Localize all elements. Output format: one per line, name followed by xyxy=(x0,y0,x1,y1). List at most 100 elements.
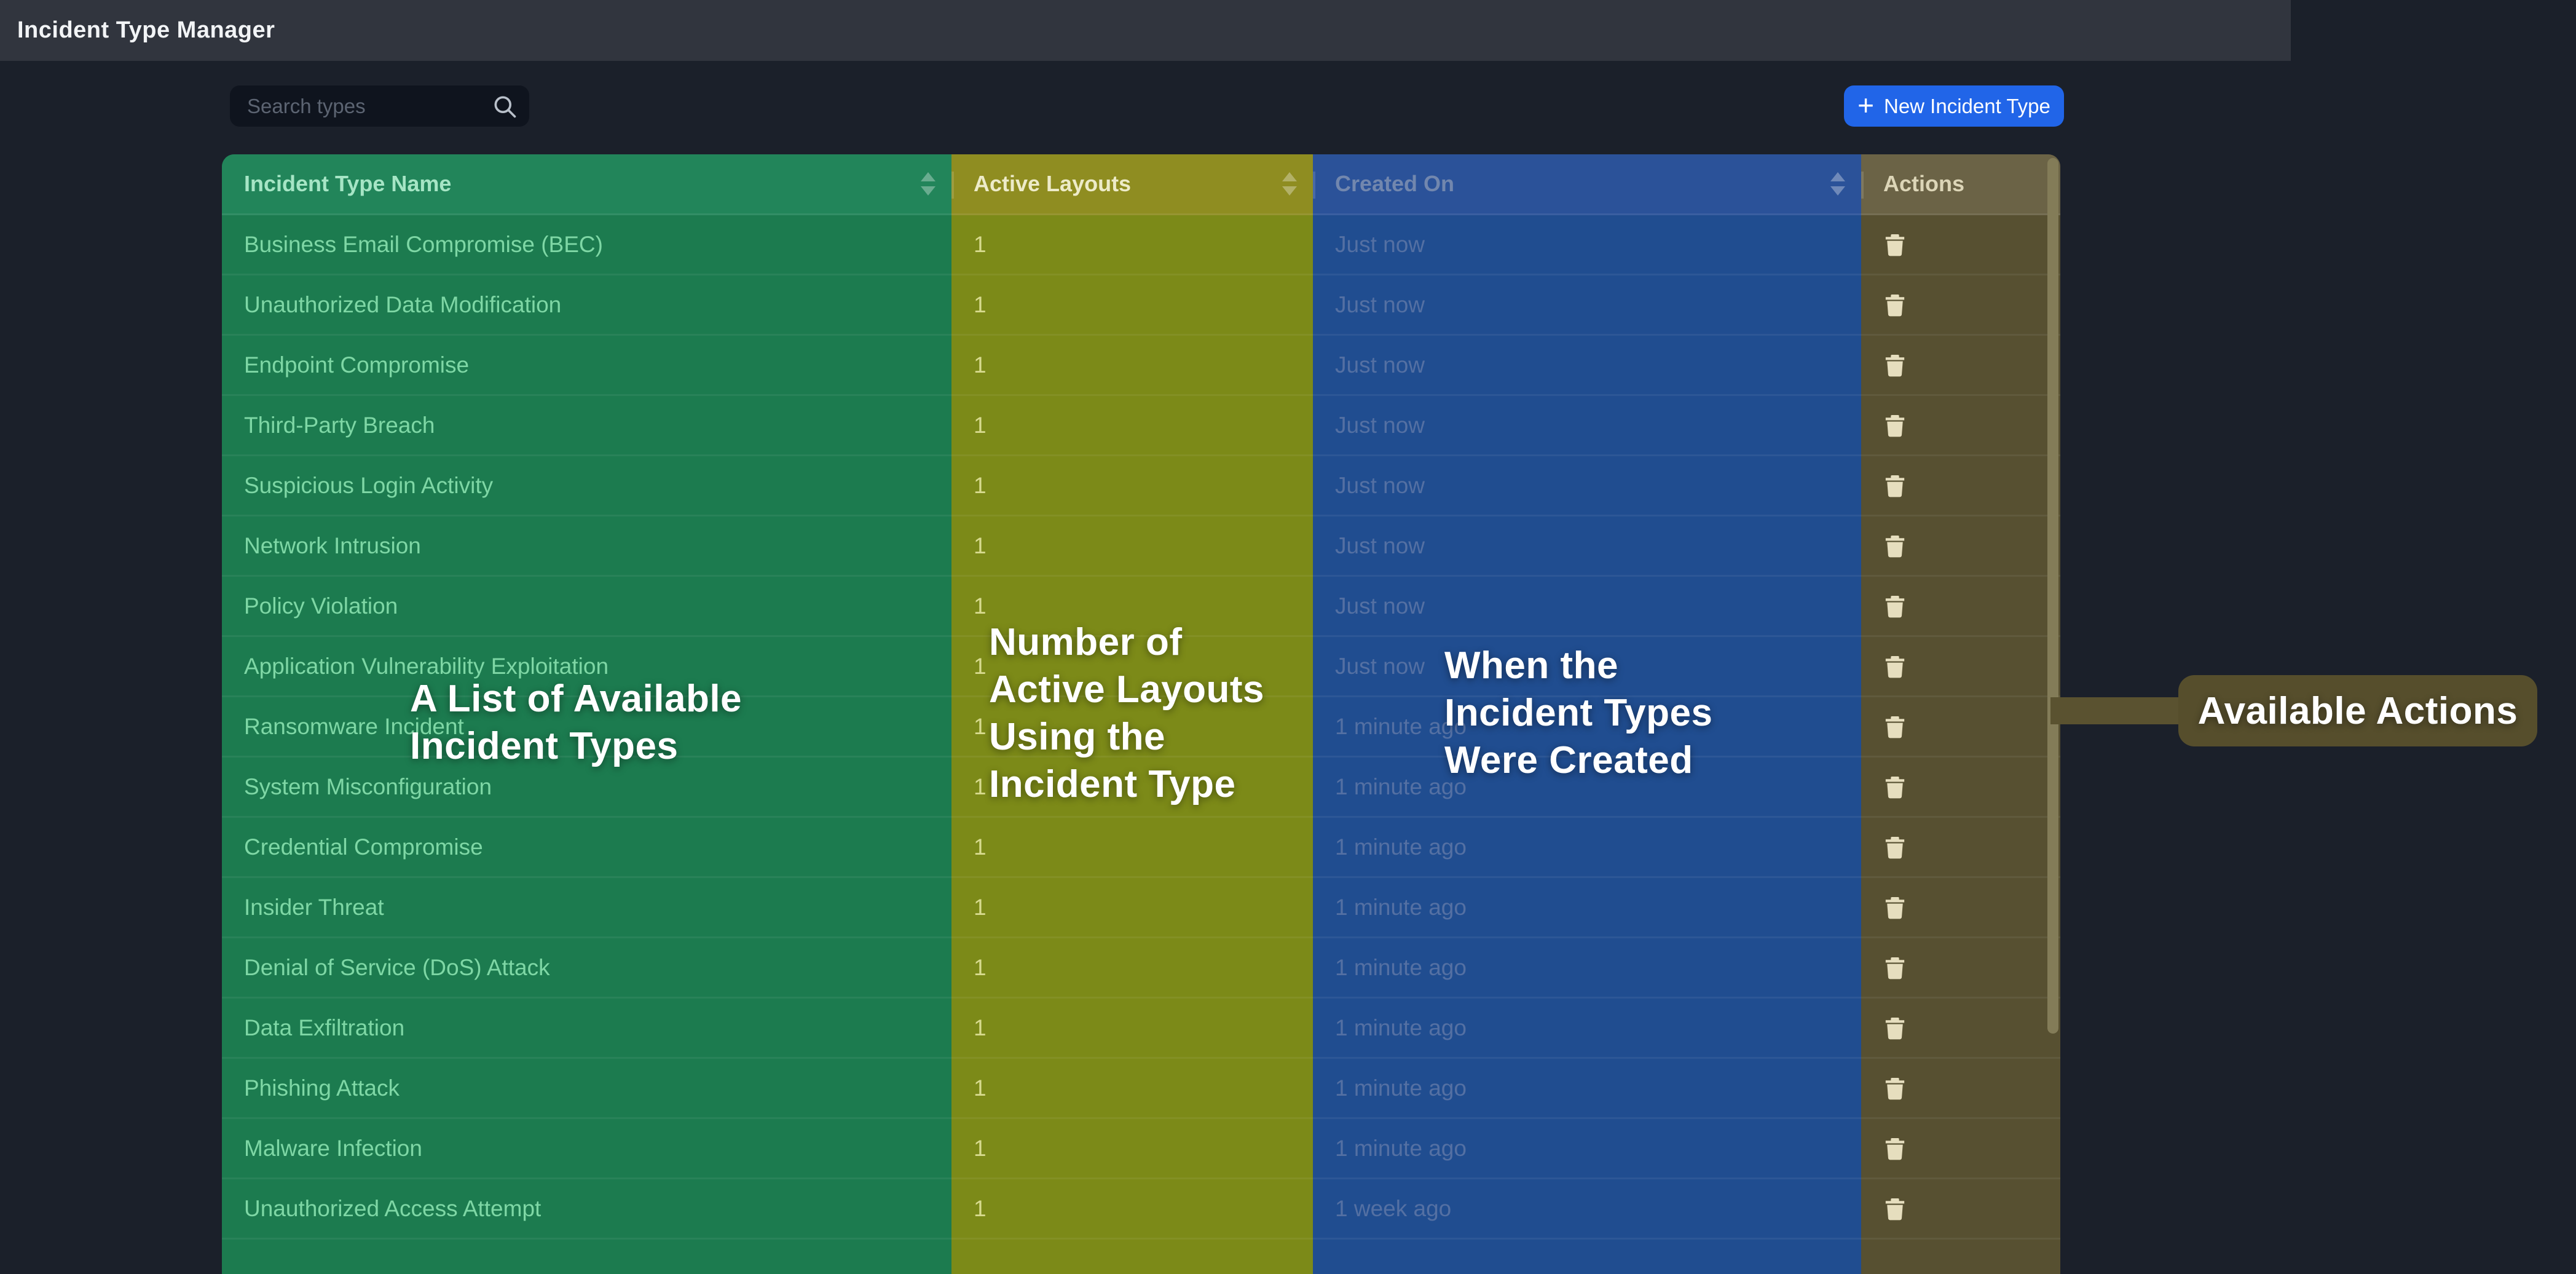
delete-button[interactable] xyxy=(1885,354,1905,377)
created-on-cell: Just now xyxy=(1313,456,1861,516)
trash-icon xyxy=(1885,1077,1905,1099)
created-on-cell: 1 minute ago xyxy=(1313,999,1861,1059)
active-layouts-cell: 1 xyxy=(951,818,1313,878)
incident-type-name-cell: Credential Compromise xyxy=(222,818,951,878)
new-incident-type-label: New Incident Type xyxy=(1883,94,2050,117)
actions-cell xyxy=(1861,275,2060,336)
trash-icon xyxy=(1885,896,1905,919)
column-header-label: Incident Type Name xyxy=(244,171,452,196)
created-on-cell: 1 minute ago xyxy=(1313,1059,1861,1119)
delete-button[interactable] xyxy=(1885,595,1905,618)
incident-type-name-cell: Third-Party Breach xyxy=(222,396,951,456)
active-layouts-cell: 1 xyxy=(951,878,1313,938)
active-layouts-cell: 1 xyxy=(951,336,1313,396)
created-on-cell: 1 minute ago xyxy=(1313,758,1861,818)
column-incident-type-name: Incident Type Name Business Email Compro… xyxy=(222,154,951,1274)
delete-button[interactable] xyxy=(1885,775,1905,799)
actions-cell xyxy=(1861,516,2060,577)
actions-cell xyxy=(1861,336,2060,396)
annotation-incident-type-name-column: A List of Available Incident Types xyxy=(410,675,742,770)
new-incident-type-button[interactable]: + New Incident Type xyxy=(1844,85,2064,127)
trash-icon xyxy=(1885,957,1905,979)
trash-icon xyxy=(1885,294,1905,316)
annotation-active-layouts-column: Number of Active Layouts Using the Incid… xyxy=(989,619,1264,808)
active-layouts-cell: 1 xyxy=(951,456,1313,516)
created-on-cell: Just now xyxy=(1313,215,1861,275)
sort-icon xyxy=(1282,172,1297,196)
trash-icon xyxy=(1885,1198,1905,1220)
annotation-line: Using the xyxy=(989,716,1165,758)
delete-button[interactable] xyxy=(1885,474,1905,497)
actions-cell xyxy=(1861,878,2060,938)
actions-cell xyxy=(1861,637,2060,697)
created-on-cell: 1 minute ago xyxy=(1313,1119,1861,1179)
search-input[interactable] xyxy=(230,85,529,127)
delete-button[interactable] xyxy=(1885,896,1905,919)
incident-type-name-cell: Unauthorized Access Attempt xyxy=(222,1179,951,1240)
trash-icon xyxy=(1885,234,1905,256)
trash-icon xyxy=(1885,535,1905,557)
annotation-line: Incident Type xyxy=(989,763,1236,805)
actions-cell xyxy=(1861,215,2060,275)
created-on-cell: 1 minute ago xyxy=(1313,697,1861,758)
delete-button[interactable] xyxy=(1885,715,1905,738)
incident-type-name-cell: Phishing Attack xyxy=(222,1059,951,1119)
delete-button[interactable] xyxy=(1885,1016,1905,1040)
annotation-actions-connector-line xyxy=(2050,697,2181,724)
delete-button[interactable] xyxy=(1885,233,1905,256)
top-bar: Incident Type Manager xyxy=(0,0,2291,61)
incident-type-name-cell: Denial of Service (DoS) Attack xyxy=(222,938,951,999)
incident-type-table: Incident Type Name Business Email Compro… xyxy=(222,154,2060,1274)
created-on-cell: 1 minute ago xyxy=(1313,938,1861,999)
incident-type-name-cell: Unauthorized Data Modification xyxy=(222,275,951,336)
active-layouts-cell: 1 xyxy=(951,758,1313,818)
delete-button[interactable] xyxy=(1885,836,1905,859)
column-header-label: Created On xyxy=(1335,171,1455,196)
plus-icon: + xyxy=(1857,89,1874,121)
created-on-cell: Just now xyxy=(1313,336,1861,396)
created-on-cell: 1 minute ago xyxy=(1313,818,1861,878)
created-on-cell: Just now xyxy=(1313,516,1861,577)
active-layouts-cell: 1 xyxy=(951,1059,1313,1119)
active-layouts-cell: 1 xyxy=(951,697,1313,758)
table-scrollbar-thumb[interactable] xyxy=(2047,158,2058,1034)
trash-icon xyxy=(1885,1138,1905,1160)
column-header-incident-type-name[interactable]: Incident Type Name xyxy=(222,154,951,215)
trash-icon xyxy=(1885,836,1905,858)
annotation-line: Active Layouts xyxy=(989,668,1265,711)
incident-type-name-cell: Endpoint Compromise xyxy=(222,336,951,396)
trash-icon xyxy=(1885,776,1905,798)
actions-cell xyxy=(1861,758,2060,818)
active-layouts-cell: 1 xyxy=(951,577,1313,637)
annotation-line: When the xyxy=(1444,644,1618,687)
delete-button[interactable] xyxy=(1885,293,1905,317)
sort-icon xyxy=(1830,172,1845,196)
column-header-active-layouts[interactable]: Active Layouts xyxy=(951,154,1313,215)
delete-button[interactable] xyxy=(1885,655,1905,678)
created-on-cell: Just now xyxy=(1313,577,1861,637)
annotation-line: A List of Available xyxy=(410,678,742,720)
delete-button[interactable] xyxy=(1885,1137,1905,1160)
annotation-line: Number of xyxy=(989,621,1183,663)
incident-type-name-cell: Network Intrusion xyxy=(222,516,951,577)
delete-button[interactable] xyxy=(1885,1077,1905,1100)
active-layouts-cell: 1 xyxy=(951,275,1313,336)
delete-button[interactable] xyxy=(1885,414,1905,437)
delete-button[interactable] xyxy=(1885,534,1905,558)
search-icon xyxy=(494,96,516,118)
actions-cell xyxy=(1861,1119,2060,1179)
active-layouts-cell: 1 xyxy=(951,938,1313,999)
incident-type-name-cell: Application Vulnerability Exploitation xyxy=(222,637,951,697)
active-layouts-cell: 1 xyxy=(951,516,1313,577)
actions-cell xyxy=(1861,1059,2060,1119)
delete-button[interactable] xyxy=(1885,1197,1905,1221)
trash-icon xyxy=(1885,1017,1905,1039)
column-header-created-on[interactable]: Created On xyxy=(1313,154,1861,215)
actions-cell xyxy=(1861,999,2060,1059)
page-title: Incident Type Manager xyxy=(17,17,275,43)
created-on-cell: Just now xyxy=(1313,396,1861,456)
delete-button[interactable] xyxy=(1885,956,1905,979)
